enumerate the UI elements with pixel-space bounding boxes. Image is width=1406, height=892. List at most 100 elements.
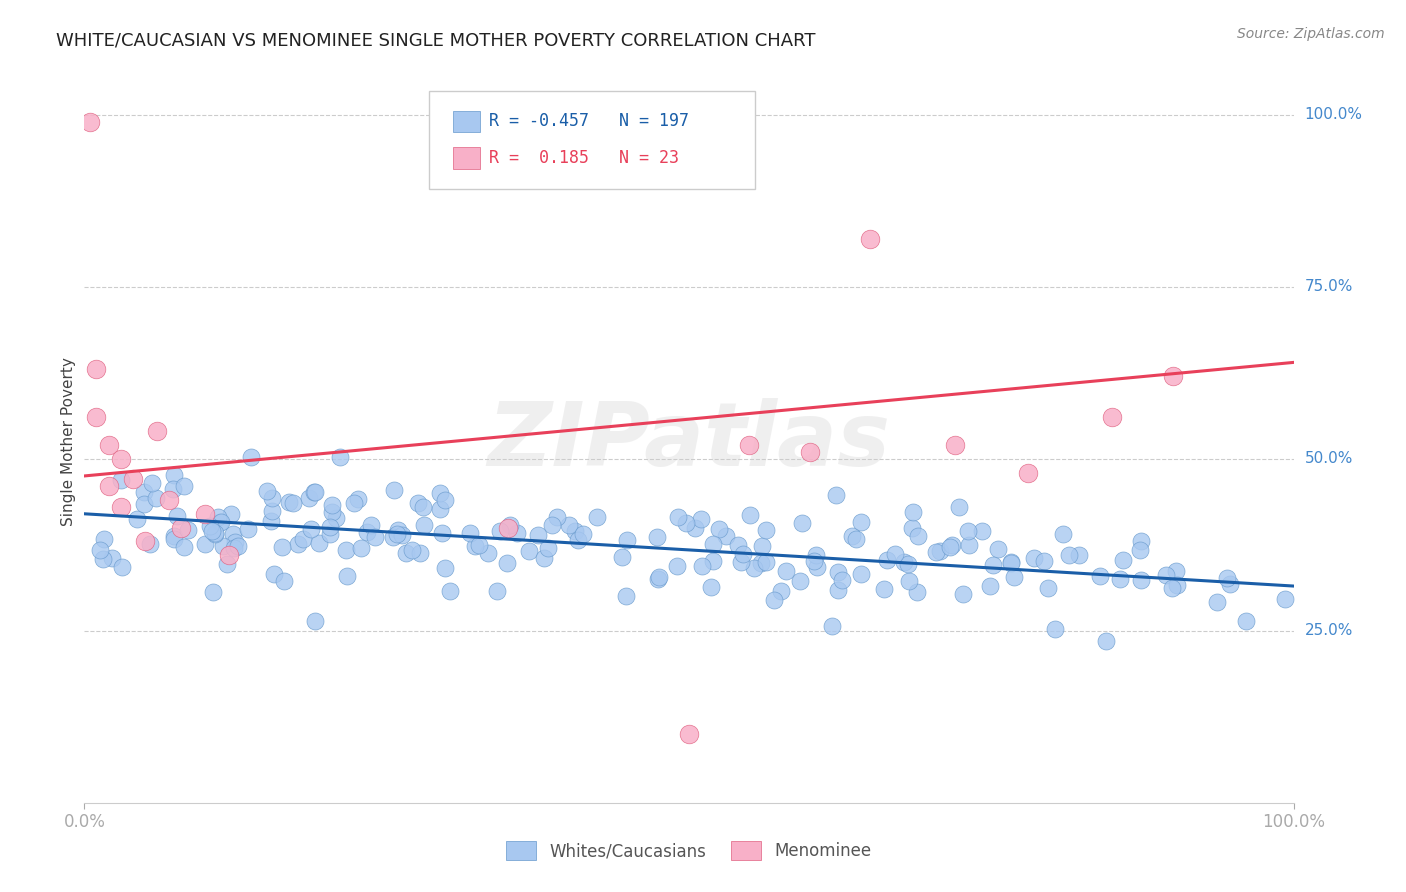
Point [163, 532, 186, 546]
Point [401, 543, 423, 558]
Point [957, 538, 980, 552]
Point [304, 614, 326, 628]
Point [262, 504, 284, 518]
Point [356, 524, 378, 539]
Point [430, 526, 453, 541]
Point [224, 534, 246, 549]
Point [616, 589, 638, 603]
Point [740, 508, 762, 523]
Point [647, 573, 669, 587]
Point [273, 574, 295, 589]
Point [110, 500, 132, 514]
Point [907, 529, 929, 543]
Point [458, 526, 481, 541]
Point [89, 542, 111, 557]
Point [1036, 581, 1059, 595]
Point [1234, 614, 1257, 628]
Point [827, 565, 849, 579]
Text: R =  0.185   N = 23: R = 0.185 N = 23 [489, 149, 679, 168]
Point [929, 544, 952, 558]
Point [346, 491, 368, 506]
Point [533, 550, 555, 565]
Point [91, 552, 114, 566]
Point [163, 528, 186, 542]
Point [981, 558, 1004, 573]
Point [486, 584, 509, 599]
Point [281, 495, 304, 509]
Point [412, 500, 434, 515]
Point [1032, 554, 1054, 568]
Point [1206, 595, 1229, 609]
Point [849, 567, 872, 582]
Point [139, 537, 162, 551]
Point [707, 522, 730, 536]
Point [209, 515, 232, 529]
Point [901, 505, 924, 519]
Point [433, 560, 456, 574]
Point [477, 546, 499, 560]
Point [586, 510, 609, 524]
Point [1166, 564, 1188, 578]
Point [648, 570, 671, 584]
Point [211, 539, 233, 553]
Point [905, 585, 928, 599]
Point [121, 472, 143, 486]
Point [941, 537, 963, 551]
Point [851, 515, 873, 529]
Point [240, 450, 263, 464]
Point [1002, 569, 1025, 583]
Point [755, 523, 778, 537]
Point [558, 517, 581, 532]
Text: 25.0%: 25.0% [1305, 624, 1353, 639]
Point [690, 511, 713, 525]
Point [467, 538, 489, 552]
Point [162, 482, 184, 496]
Point [1043, 622, 1066, 636]
Point [292, 532, 315, 546]
Point [381, 530, 404, 544]
Point [789, 574, 811, 588]
Point [277, 495, 299, 509]
FancyBboxPatch shape [429, 91, 755, 189]
Point [799, 445, 821, 459]
Point [775, 564, 797, 578]
Point [496, 556, 519, 570]
Point [360, 517, 382, 532]
Legend: Whites/Caucasians, Menominee: Whites/Caucasians, Menominee [499, 835, 879, 867]
Point [1161, 581, 1184, 595]
Point [755, 555, 778, 569]
Point [194, 507, 217, 521]
Point [86, 410, 108, 425]
FancyBboxPatch shape [453, 111, 479, 132]
Point [218, 548, 240, 562]
Point [304, 485, 326, 500]
Point [804, 548, 827, 562]
Point [79, 114, 101, 128]
Point [806, 560, 828, 574]
Point [841, 529, 863, 543]
Point [952, 587, 974, 601]
Point [308, 535, 330, 549]
Point [409, 545, 432, 559]
Point [763, 593, 786, 607]
Point [527, 528, 550, 542]
Point [1112, 552, 1135, 566]
Point [901, 521, 924, 535]
Point [488, 524, 510, 539]
Point [803, 554, 825, 568]
Point [406, 496, 429, 510]
Point [742, 561, 765, 575]
Point [612, 549, 634, 564]
Point [97, 438, 120, 452]
Point [141, 475, 163, 490]
Point [893, 556, 915, 570]
Point [325, 511, 347, 525]
Point [1130, 573, 1153, 587]
Point [702, 536, 724, 550]
Point [645, 530, 668, 544]
Point [536, 541, 558, 555]
Point [132, 485, 155, 500]
Point [271, 541, 294, 555]
Point [127, 511, 149, 525]
Point [236, 523, 259, 537]
